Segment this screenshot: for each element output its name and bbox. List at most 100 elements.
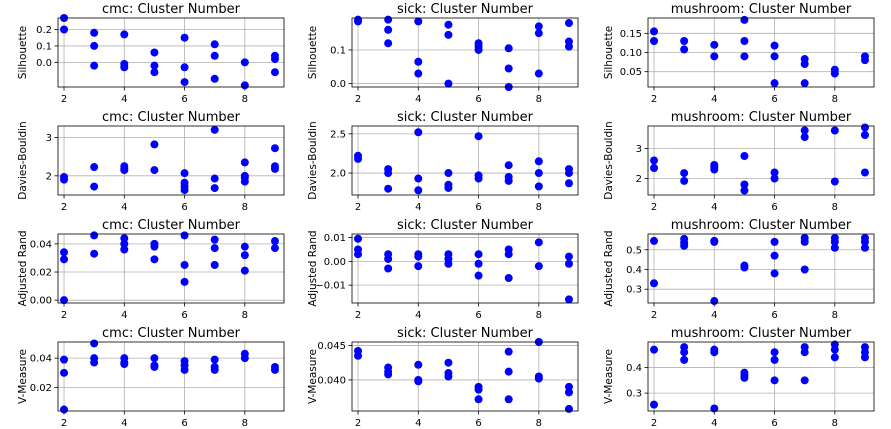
chart-title: mushroom: Cluster Number xyxy=(671,2,852,17)
data-point xyxy=(770,355,779,364)
data-point xyxy=(240,177,249,186)
y-tick-label: 0.3 xyxy=(626,285,642,296)
data-point xyxy=(534,69,543,78)
plot-frame xyxy=(57,125,285,196)
data-point xyxy=(180,33,189,42)
y-tick-label: −0.01 xyxy=(315,281,346,292)
x-tick-label: 6 xyxy=(181,418,187,429)
x-tick-label: 2 xyxy=(355,310,361,321)
x-tick-label: 6 xyxy=(181,310,187,321)
data-point xyxy=(860,131,869,139)
y-axis-label: Davies-Bouldin xyxy=(17,121,29,199)
plot-frame xyxy=(647,125,875,196)
x-tick-label: 6 xyxy=(771,310,777,321)
data-point xyxy=(120,30,129,39)
data-point xyxy=(444,20,453,29)
data-point xyxy=(240,266,249,275)
data-point xyxy=(210,244,219,253)
data-point xyxy=(534,262,543,271)
data-point xyxy=(414,186,423,195)
data-point xyxy=(800,133,809,142)
data-point xyxy=(800,265,809,274)
data-point xyxy=(384,169,393,178)
plot-frame xyxy=(647,341,875,412)
data-point xyxy=(770,168,779,177)
data-point xyxy=(270,144,279,153)
data-point xyxy=(504,250,513,259)
y-tick-label: 0.0 xyxy=(36,58,52,69)
data-point xyxy=(210,74,219,83)
data-point xyxy=(60,255,69,264)
data-point xyxy=(180,277,189,286)
x-tick-label: 4 xyxy=(121,202,127,213)
y-axis-label: Adjusted Rand xyxy=(603,230,615,306)
data-point xyxy=(384,39,393,48)
y-axis-label: V-Measure xyxy=(17,349,29,404)
data-point xyxy=(504,161,513,170)
data-point xyxy=(60,25,69,34)
scatter-panel: 2 4 6 8 0.3 0.4 mushroom: Cluster Number V-Meas… xyxy=(603,326,875,429)
plot-frame xyxy=(647,17,875,88)
x-tick-label: 2 xyxy=(355,94,361,105)
data-point xyxy=(210,355,219,364)
y-axis-label: Silhouette xyxy=(17,26,29,79)
data-point xyxy=(354,17,363,26)
data-point xyxy=(384,15,393,24)
data-point xyxy=(800,348,809,357)
data-point xyxy=(534,22,543,31)
plot-frame xyxy=(351,125,579,196)
data-point xyxy=(830,237,839,246)
data-point xyxy=(240,354,249,363)
data-point xyxy=(270,244,279,253)
x-tick-label: 4 xyxy=(711,310,717,321)
data-point xyxy=(90,61,99,70)
data-point xyxy=(650,279,659,288)
plot-frame xyxy=(351,341,579,412)
data-point xyxy=(384,184,393,193)
data-point xyxy=(504,44,513,53)
chart-title: mushroom: Cluster Number xyxy=(671,110,852,125)
data-point xyxy=(650,345,659,354)
x-tick-label: 4 xyxy=(415,310,421,321)
scatter-panel: 2 4 6 8 0.040 0.045 sick: Cluster Number V-Meas… xyxy=(307,326,579,429)
data-point xyxy=(740,373,749,382)
data-point xyxy=(210,365,219,374)
data-point xyxy=(414,262,423,271)
data-point xyxy=(444,79,453,88)
scatter-panel: 2 4 6 8 2.0 2.5 sick: Cluster Number Davies-Bou… xyxy=(307,110,579,213)
x-tick-label: 8 xyxy=(832,202,838,213)
x-tick-label: 6 xyxy=(475,418,481,429)
data-point xyxy=(830,126,839,135)
data-point xyxy=(770,174,779,183)
data-point xyxy=(860,353,869,362)
data-point xyxy=(414,360,423,369)
chart-title: mushroom: Cluster Number xyxy=(671,326,852,341)
data-point xyxy=(210,260,219,269)
x-tick-label: 8 xyxy=(536,310,542,321)
data-point xyxy=(800,60,809,68)
scatter-panel: 2 4 6 8 0.0 0.1 0.2 cmc: Cluster Number Silhouet… xyxy=(17,2,285,105)
data-point xyxy=(534,182,543,191)
scatter-panel: 2 4 6 8 2 3 cmc: Cluster Number Davies-Bouldin xyxy=(17,110,285,213)
data-point xyxy=(770,237,779,246)
y-tick-label: 0.1 xyxy=(330,45,346,56)
data-point xyxy=(384,25,393,34)
data-point xyxy=(90,182,99,191)
x-tick-label: 8 xyxy=(242,94,248,105)
x-tick-label: 8 xyxy=(242,418,248,429)
data-point xyxy=(740,186,749,195)
data-point xyxy=(860,243,869,252)
y-axis-label: Adjusted Rand xyxy=(307,230,319,306)
data-point xyxy=(564,169,573,178)
data-point xyxy=(770,269,779,278)
x-tick-label: 6 xyxy=(475,94,481,105)
data-point xyxy=(860,56,869,65)
y-tick-label: 2 xyxy=(46,171,52,182)
data-point xyxy=(414,174,423,183)
data-point xyxy=(120,239,129,248)
y-tick-label: 0.04 xyxy=(30,239,52,250)
y-tick-label: 0.040 xyxy=(317,375,346,386)
plot-frame xyxy=(351,17,579,88)
data-point xyxy=(770,41,779,50)
data-point xyxy=(240,81,249,90)
